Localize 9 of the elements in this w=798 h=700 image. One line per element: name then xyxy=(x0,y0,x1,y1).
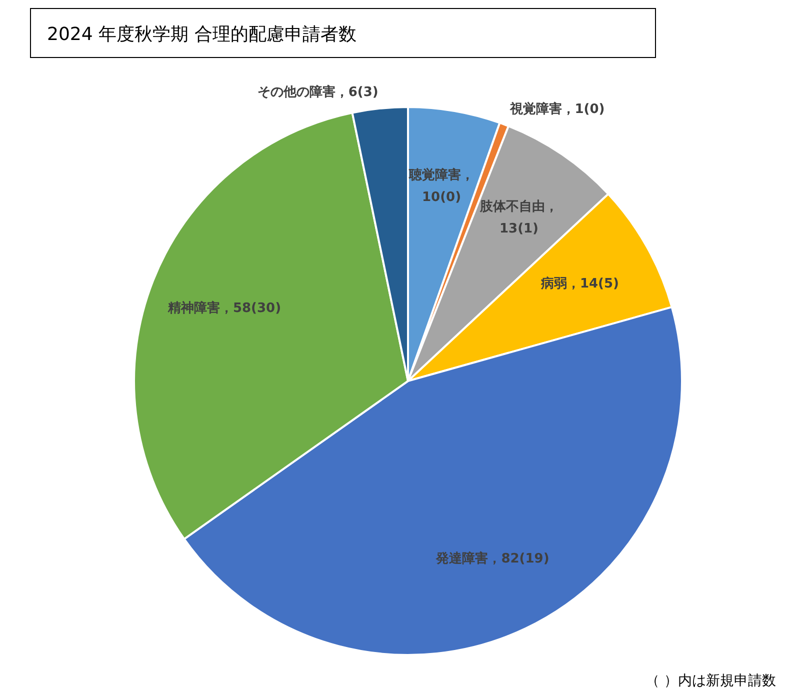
chart-title: 2024 年度秋学期 合理的配慮申請者数 xyxy=(30,8,656,58)
slice-label: 発達障害，82(19) xyxy=(435,550,550,567)
text: （ ）内は新規申請数 xyxy=(646,672,776,690)
slice-label: その他の障害，6(3) xyxy=(257,84,378,100)
slice-label: 視覚障害，1(0) xyxy=(508,100,605,117)
slice-label: 病弱，14(5) xyxy=(540,276,619,292)
slice-label: 聴覚障害， 10(0) xyxy=(408,166,474,205)
slice-label: 肢体不自由， 13(1) xyxy=(479,199,558,236)
slice-label: 精神障害，58(30) xyxy=(166,300,282,316)
